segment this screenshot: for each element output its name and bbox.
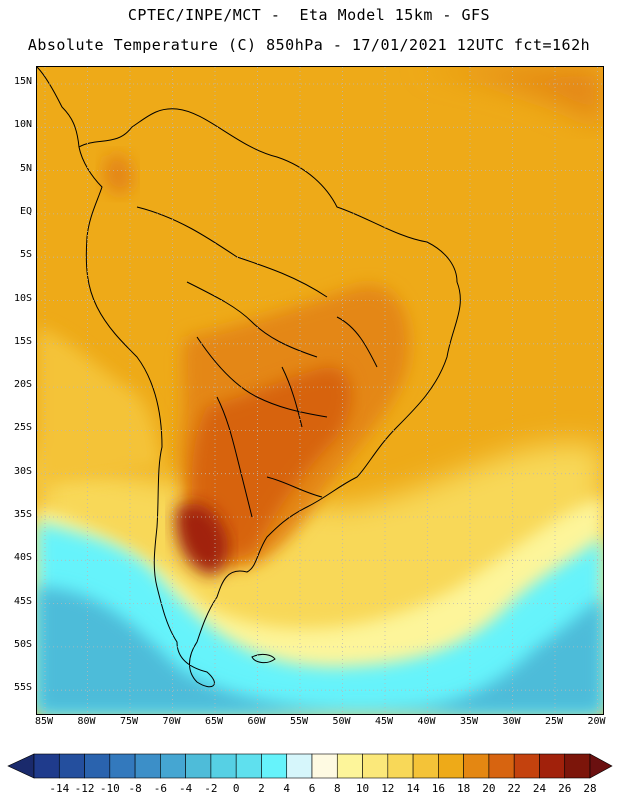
colorbar-swatch	[185, 753, 212, 779]
colorbar-label: 12	[381, 782, 395, 795]
colorbar-label: 20	[482, 782, 496, 795]
lon-label: 65W	[204, 716, 224, 727]
colorbar-label: -2	[204, 782, 218, 795]
lat-label: 45S	[13, 595, 32, 607]
colorbar-label: -10	[99, 782, 120, 795]
lon-label: 85W	[34, 716, 54, 727]
temperature-map[interactable]	[36, 66, 604, 715]
lat-label: 55S	[13, 682, 32, 694]
colorbar-label: -14	[49, 782, 70, 795]
colorbar-label: 16	[431, 782, 445, 795]
colorbar-swatch	[134, 753, 161, 779]
colorbar-swatch	[564, 753, 591, 779]
lat-label: 35S	[13, 509, 32, 520]
colorbar-label: 6	[308, 782, 316, 795]
temperature-band-cyan	[37, 522, 603, 714]
colorbar-swatch	[235, 753, 262, 779]
colorbar-arrow-right	[589, 753, 613, 779]
lon-label: 30W	[502, 716, 521, 727]
colorbar-swatch	[261, 753, 288, 779]
colorbar-swatch	[210, 753, 237, 779]
lat-label: 15N	[13, 76, 32, 87]
temperature-band-northeast	[417, 67, 603, 127]
lon-label: 45W	[374, 716, 394, 727]
colorbar-swatch	[33, 753, 60, 779]
lat-label: 20S	[13, 379, 32, 391]
temperature-band-max	[175, 503, 228, 576]
lat-label: 5S	[19, 249, 32, 261]
colorbar-swatch	[438, 753, 464, 779]
colorbar-label: 0	[232, 782, 240, 795]
lon-label: 55W	[289, 716, 309, 727]
colorbar-swatch	[387, 753, 414, 779]
lon-label: 40W	[417, 716, 436, 727]
colorbar-label: -12	[74, 782, 95, 795]
colorbar-swatch	[109, 753, 136, 779]
colorbar-swatch	[58, 753, 85, 779]
lon-label: 80W	[77, 716, 96, 727]
colorbar-label: 14	[406, 782, 420, 795]
colorbar-swatch	[362, 753, 389, 779]
chart-title: CPTEC/INPE/MCT - Eta Model 15km - GFS	[127, 6, 491, 24]
colorbar-label: -8	[128, 782, 142, 795]
colorbar-label: 28	[583, 782, 597, 795]
colorbar-swatch	[336, 753, 363, 779]
lat-label: 10S	[13, 292, 32, 304]
lat-label: EQ	[19, 205, 32, 217]
colorbar-swatch	[84, 753, 111, 779]
coastline	[37, 67, 461, 688]
colorbar-label: 8	[333, 782, 341, 795]
temperature-band-blue	[37, 587, 603, 714]
colorbar	[7, 753, 613, 779]
colorbar-swatch	[488, 753, 515, 779]
colorbar-arrow-left	[7, 753, 35, 779]
colorbar-swatch	[539, 753, 566, 779]
lon-label: 60W	[247, 716, 266, 727]
temperature-band-coast	[37, 327, 162, 487]
temperature-band-north	[102, 154, 134, 195]
colorbar-label: 18	[457, 782, 471, 795]
colorbar-label: -4	[179, 782, 193, 795]
lat-label: 40S	[13, 552, 32, 564]
colorbar-label: 22	[507, 782, 521, 795]
lat-label: 5N	[19, 162, 32, 174]
lon-label: 75W	[119, 716, 139, 727]
lon-label: 25W	[544, 716, 564, 727]
lon-label: 70W	[162, 716, 181, 727]
lon-label: 50W	[332, 716, 351, 727]
colorbar-swatch	[160, 753, 186, 779]
lat-label: 30S	[13, 465, 32, 477]
colorbar-label: 2	[258, 782, 265, 795]
map-canvas	[37, 67, 603, 714]
chart-subtitle: Absolute Temperature (C) 850hPa - 17/01/…	[27, 36, 591, 54]
colorbar-label: 10	[355, 782, 370, 795]
colorbar-label: 26	[558, 782, 572, 795]
lat-label: 25S	[13, 422, 32, 434]
colorbar-swatch	[463, 753, 490, 779]
lon-label: 35W	[459, 716, 479, 727]
colorbar-swatch	[513, 753, 540, 779]
lat-label: 10N	[13, 119, 32, 131]
lat-label: 15S	[13, 335, 32, 347]
colorbar-label: -6	[153, 782, 167, 795]
colorbar-swatch	[412, 753, 439, 779]
colorbar-label: 24	[532, 782, 547, 795]
colorbar-swatch	[311, 753, 338, 779]
lon-label: 20W	[587, 716, 606, 727]
colorbar-label: 4	[283, 782, 291, 795]
lat-label: 50S	[13, 638, 32, 650]
colorbar-swatch	[286, 753, 313, 779]
